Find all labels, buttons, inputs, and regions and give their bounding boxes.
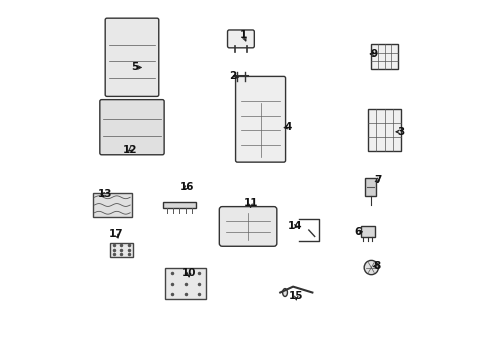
Bar — [163, 202, 195, 208]
Text: 16: 16 — [179, 182, 193, 192]
Text: 12: 12 — [122, 145, 137, 155]
Circle shape — [364, 260, 378, 275]
Text: 13: 13 — [98, 189, 112, 199]
FancyBboxPatch shape — [235, 76, 285, 162]
Bar — [365, 178, 375, 196]
Bar — [109, 243, 133, 257]
Text: 2: 2 — [229, 71, 236, 81]
Ellipse shape — [282, 289, 287, 296]
Text: 17: 17 — [108, 229, 123, 239]
Bar — [367, 109, 400, 152]
Text: 8: 8 — [372, 261, 380, 271]
Text: 1: 1 — [239, 30, 246, 40]
FancyBboxPatch shape — [227, 30, 254, 48]
Text: 6: 6 — [353, 227, 361, 237]
FancyBboxPatch shape — [105, 18, 159, 96]
Text: 3: 3 — [397, 127, 404, 137]
Text: 11: 11 — [243, 198, 257, 208]
Bar — [360, 226, 374, 237]
Bar — [164, 269, 205, 299]
Text: 5: 5 — [131, 63, 138, 72]
Text: 7: 7 — [373, 175, 381, 185]
Text: 14: 14 — [287, 221, 302, 231]
FancyBboxPatch shape — [100, 100, 164, 155]
Text: 15: 15 — [288, 291, 303, 301]
Text: 4: 4 — [284, 122, 291, 132]
Bar — [370, 44, 397, 69]
Bar — [93, 193, 132, 217]
Text: 10: 10 — [182, 268, 196, 278]
FancyBboxPatch shape — [219, 207, 276, 246]
Text: 9: 9 — [369, 49, 377, 59]
